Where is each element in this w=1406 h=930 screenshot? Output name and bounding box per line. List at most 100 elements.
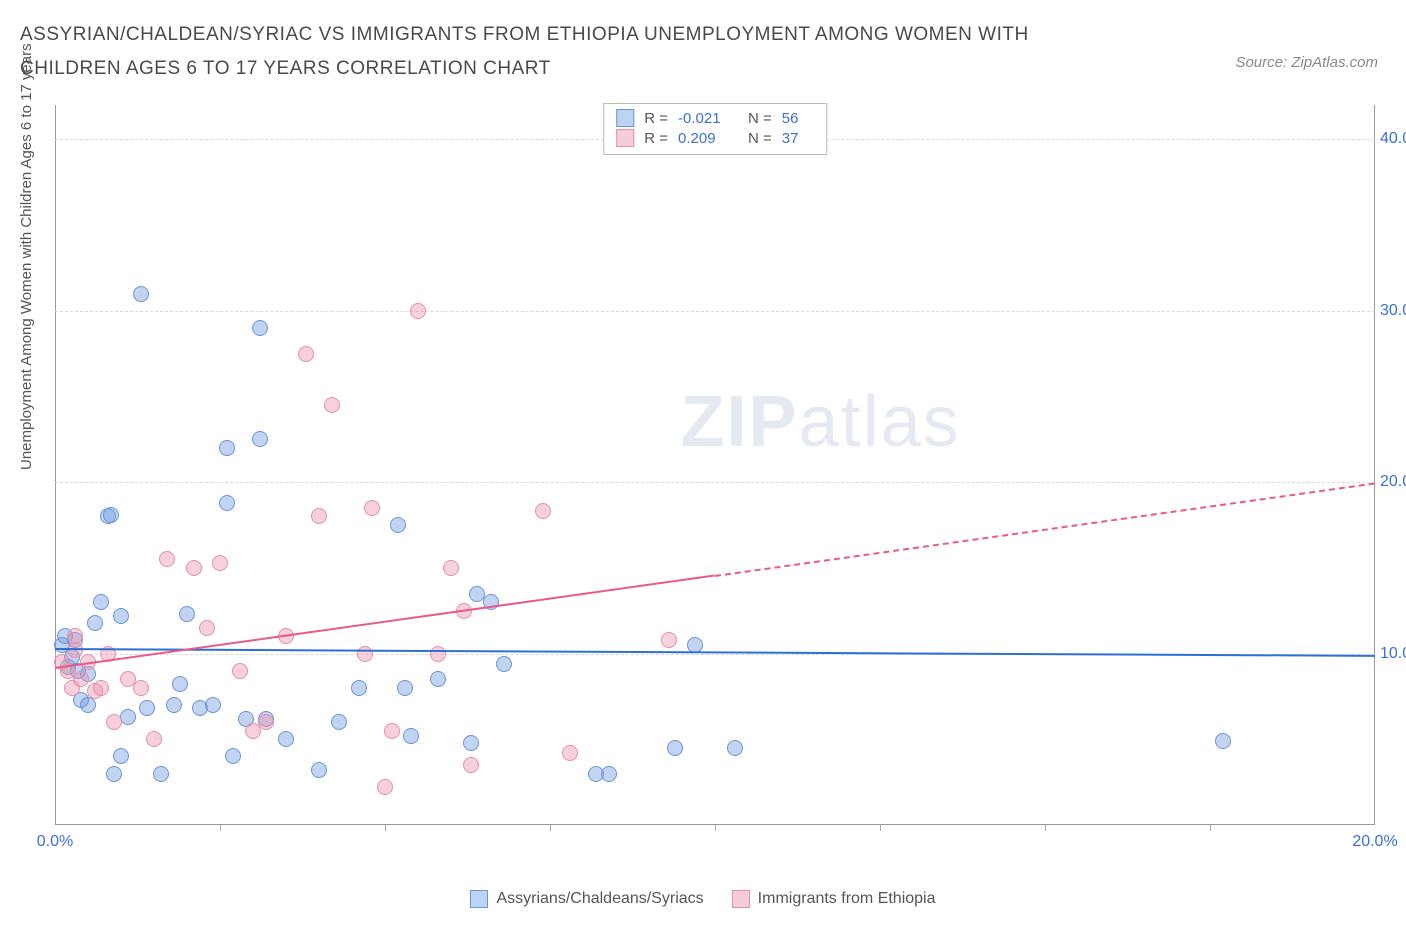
data-point-series-1 bbox=[430, 646, 446, 662]
legend-r-value: 0.209 bbox=[678, 130, 738, 147]
data-point-series-1 bbox=[73, 671, 89, 687]
data-point-series-0 bbox=[172, 676, 188, 692]
data-point-series-0 bbox=[278, 731, 294, 747]
axis-border-right bbox=[1374, 105, 1375, 825]
data-point-series-0 bbox=[219, 440, 235, 456]
data-point-series-0 bbox=[133, 286, 149, 302]
legend-item-1: Immigrants from Ethiopia bbox=[732, 890, 936, 908]
legend-r-value: -0.021 bbox=[678, 110, 738, 127]
x-tick-label: 20.0% bbox=[1352, 833, 1397, 851]
data-point-series-0 bbox=[87, 615, 103, 631]
data-point-series-1 bbox=[133, 680, 149, 696]
data-point-series-0 bbox=[205, 697, 221, 713]
data-point-series-0 bbox=[153, 766, 169, 782]
x-minor-tick bbox=[715, 825, 716, 831]
x-tick-label: 0.0% bbox=[37, 833, 73, 851]
data-point-series-1 bbox=[298, 346, 314, 362]
data-point-series-1 bbox=[311, 508, 327, 524]
data-point-series-1 bbox=[562, 745, 578, 761]
x-minor-tick bbox=[1210, 825, 1211, 831]
legend-stat-row-1: R =0.209N =37 bbox=[616, 128, 814, 148]
y-axis-label: Unemployment Among Women with Children A… bbox=[18, 43, 35, 470]
gridline bbox=[55, 482, 1375, 483]
data-point-series-0 bbox=[403, 728, 419, 744]
data-point-series-1 bbox=[377, 779, 393, 795]
data-point-series-0 bbox=[113, 608, 129, 624]
legend-r-label: R = bbox=[644, 130, 668, 147]
y-tick-label: 10.0% bbox=[1380, 645, 1406, 663]
data-point-series-1 bbox=[212, 555, 228, 571]
data-point-series-1 bbox=[324, 397, 340, 413]
legend-r-label: R = bbox=[644, 110, 668, 127]
plot-canvas: 10.0%20.0%30.0%40.0%0.0%20.0% bbox=[55, 105, 1375, 825]
x-minor-tick bbox=[550, 825, 551, 831]
legend-swatch bbox=[616, 129, 634, 147]
data-point-series-1 bbox=[232, 663, 248, 679]
data-point-series-1 bbox=[186, 560, 202, 576]
data-point-series-0 bbox=[463, 735, 479, 751]
data-point-series-0 bbox=[166, 697, 182, 713]
data-point-series-0 bbox=[93, 594, 109, 610]
chart-title: ASSYRIAN/CHALDEAN/SYRIAC VS IMMIGRANTS F… bbox=[20, 18, 1120, 86]
data-point-series-0 bbox=[80, 697, 96, 713]
legend-series: Assyrians/Chaldeans/Syriacs Immigrants fr… bbox=[0, 890, 1406, 908]
x-minor-tick bbox=[880, 825, 881, 831]
data-point-series-0 bbox=[351, 680, 367, 696]
data-point-series-0 bbox=[139, 700, 155, 716]
data-point-series-1 bbox=[93, 680, 109, 696]
legend-swatch bbox=[470, 890, 488, 908]
data-point-series-0 bbox=[252, 320, 268, 336]
legend-label: Immigrants from Ethiopia bbox=[758, 890, 936, 908]
legend-stat-row-0: R = -0.021 N = 56 bbox=[616, 108, 814, 128]
legend-swatch bbox=[732, 890, 750, 908]
data-point-series-0 bbox=[1215, 733, 1231, 749]
data-point-series-0 bbox=[727, 740, 743, 756]
data-point-series-0 bbox=[430, 671, 446, 687]
regression-line-1 bbox=[55, 575, 715, 670]
data-point-series-1 bbox=[67, 628, 83, 644]
data-point-series-1 bbox=[357, 646, 373, 662]
data-point-series-0 bbox=[219, 495, 235, 511]
data-point-series-0 bbox=[397, 680, 413, 696]
data-point-series-0 bbox=[496, 656, 512, 672]
gridline bbox=[55, 311, 1375, 312]
data-point-series-0 bbox=[225, 748, 241, 764]
data-point-series-1 bbox=[535, 503, 551, 519]
legend-n-label: N = bbox=[748, 110, 772, 127]
data-point-series-0 bbox=[331, 714, 347, 730]
data-point-series-1 bbox=[661, 632, 677, 648]
legend-n-value: 56 bbox=[782, 110, 814, 127]
data-point-series-1 bbox=[199, 620, 215, 636]
data-point-series-1 bbox=[410, 303, 426, 319]
data-point-series-1 bbox=[443, 560, 459, 576]
data-point-series-0 bbox=[179, 606, 195, 622]
data-point-series-0 bbox=[311, 762, 327, 778]
data-point-series-0 bbox=[667, 740, 683, 756]
data-point-series-0 bbox=[390, 517, 406, 533]
data-point-series-0 bbox=[601, 766, 617, 782]
data-point-series-0 bbox=[106, 766, 122, 782]
legend-item-0: Assyrians/Chaldeans/Syriacs bbox=[470, 890, 703, 908]
axis-border-left bbox=[55, 105, 56, 825]
y-tick-label: 30.0% bbox=[1380, 302, 1406, 320]
x-minor-tick bbox=[385, 825, 386, 831]
data-point-series-1 bbox=[146, 731, 162, 747]
source-attribution: Source: ZipAtlas.com bbox=[1235, 54, 1378, 71]
chart-plot-area: ZIPatlas 10.0%20.0%30.0%40.0%0.0%20.0% R… bbox=[55, 105, 1375, 825]
legend-label: Assyrians/Chaldeans/Syriacs bbox=[496, 890, 703, 908]
data-point-series-1 bbox=[364, 500, 380, 516]
data-point-series-1 bbox=[67, 642, 83, 658]
data-point-series-0 bbox=[113, 748, 129, 764]
data-point-series-1 bbox=[106, 714, 122, 730]
data-point-series-1 bbox=[384, 723, 400, 739]
data-point-series-1 bbox=[258, 714, 274, 730]
y-tick-label: 20.0% bbox=[1380, 473, 1406, 491]
legend-n-value: 37 bbox=[782, 130, 814, 147]
data-point-series-1 bbox=[159, 551, 175, 567]
data-point-series-0 bbox=[252, 431, 268, 447]
data-point-series-1 bbox=[463, 757, 479, 773]
legend-swatch bbox=[616, 109, 634, 127]
x-minor-tick bbox=[1045, 825, 1046, 831]
y-tick-label: 40.0% bbox=[1380, 130, 1406, 148]
x-minor-tick bbox=[220, 825, 221, 831]
